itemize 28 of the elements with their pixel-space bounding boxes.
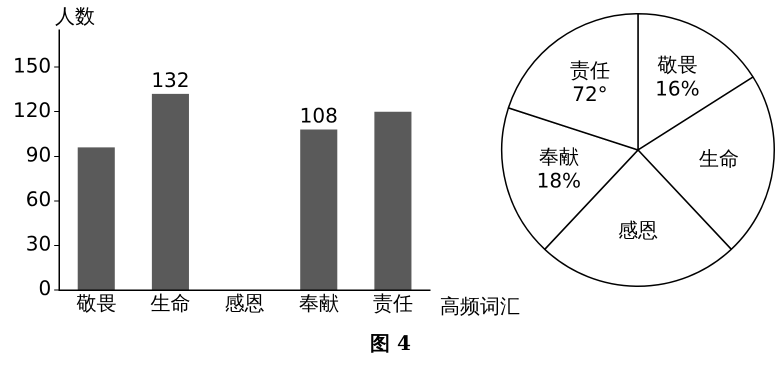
x-tick-label: 责任: [372, 291, 413, 316]
x-tick-label: 感恩: [224, 291, 265, 316]
slice-label: 敬畏: [657, 52, 698, 77]
bar: [374, 112, 412, 290]
x-tick-label: 奉献: [298, 291, 339, 316]
data-label: 16%: [655, 76, 700, 101]
data-label: 18%: [536, 168, 582, 193]
caption: 图 4: [369, 330, 412, 357]
bar: [152, 94, 189, 290]
data-label: 132: [151, 68, 190, 92]
y-tick-label: 90: [26, 142, 52, 166]
data-label: 108: [300, 104, 338, 128]
slice-label: 生命: [699, 146, 740, 170]
y-tick-label: 120: [12, 98, 52, 122]
text: 72°: [572, 82, 608, 106]
x-tick-label: 敬畏: [76, 291, 116, 316]
y-tick-label: 0: [38, 276, 52, 300]
y-axis-title: 人数: [55, 4, 96, 28]
bar: [78, 147, 115, 290]
bar: [300, 130, 338, 290]
slice-label: 责任: [570, 58, 610, 82]
y-tick-label: 150: [12, 53, 52, 78]
slice-label: 感恩: [618, 218, 658, 242]
slice-label: 奉献: [538, 144, 579, 169]
x-axis-title: 高频词汇: [440, 294, 520, 318]
y-tick-label: 30: [26, 232, 52, 256]
x-tick-label: 生命: [150, 291, 190, 316]
y-tick-label: 60: [26, 187, 52, 212]
